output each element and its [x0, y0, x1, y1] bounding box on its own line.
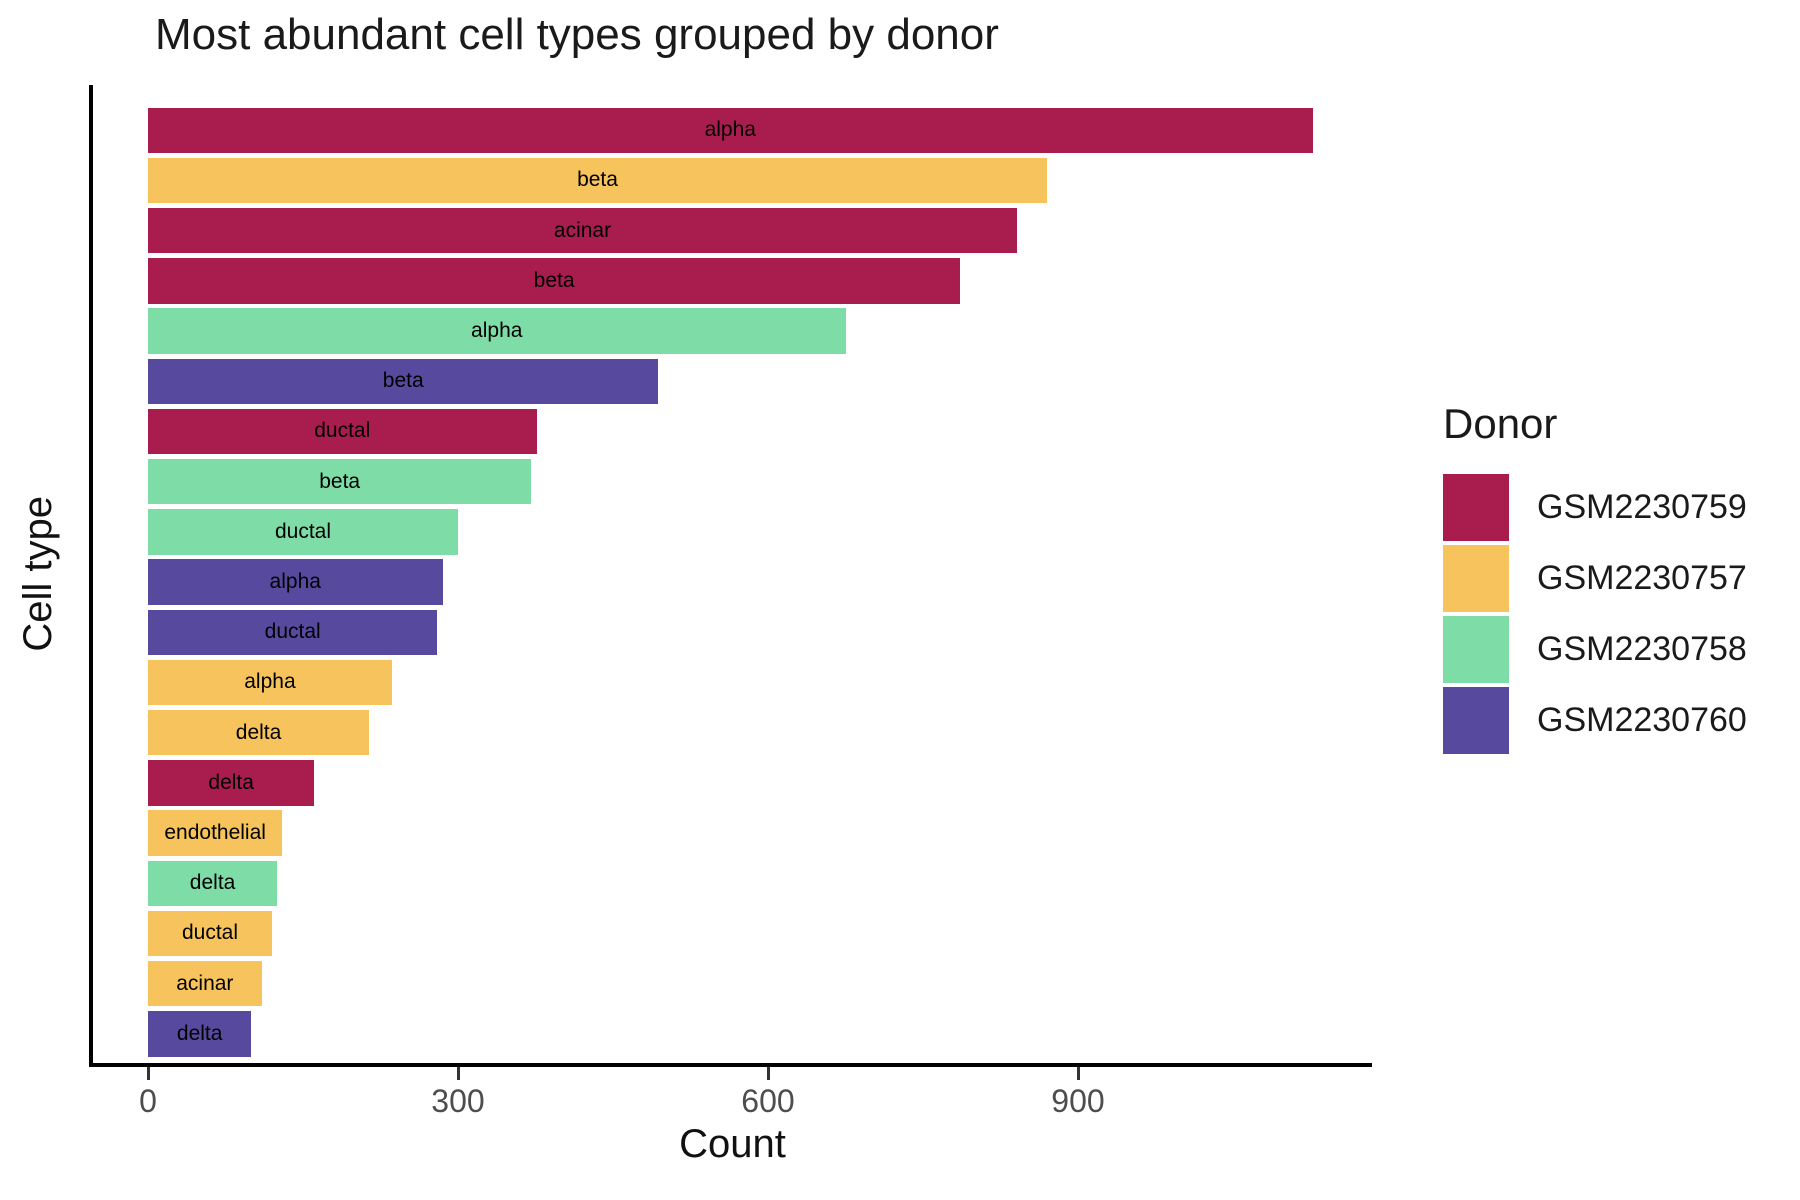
x-tick-label: 600 [741, 1083, 795, 1119]
bar: alpha [148, 559, 443, 605]
legend-title: Donor [1443, 400, 1558, 447]
legend-item: GSM2230757 [1443, 545, 1747, 612]
legend: Donor GSM2230759 GSM2230757 GSM2230758 GSM2… [1443, 400, 1747, 758]
plot-panel: alpha beta acinar beta alpha beta ductal beta du… [89, 85, 1372, 1067]
y-axis-title: Cell type [15, 496, 60, 652]
bar-label: delta [208, 770, 254, 794]
bar: delta [148, 860, 278, 906]
bar-label: endothelial [164, 821, 266, 845]
bar-label: delta [189, 871, 236, 895]
x-tick-label: 0 [139, 1083, 157, 1119]
x-tick-mark [146, 1067, 150, 1080]
bar: beta [148, 458, 532, 505]
y-axis-title-box: Cell type [12, 85, 64, 1063]
bar-label: beta [319, 469, 361, 493]
bar: beta [148, 258, 961, 304]
chart-title: Most abundant cell types grouped by dono… [155, 10, 999, 59]
bar-label: alpha [244, 670, 296, 694]
x-axis-title: Count [679, 1122, 786, 1166]
x-tick-label: 300 [431, 1083, 485, 1119]
bar: beta [148, 157, 1047, 204]
bar-label: ductal [264, 620, 321, 644]
bar: endothelial [148, 810, 283, 856]
bar-label: acinar [176, 971, 234, 995]
bar: delta [148, 709, 370, 756]
x-axis: 0 300 600 900 [93, 1067, 1372, 1137]
legend-item: GSM2230759 [1443, 474, 1747, 541]
bar: alpha [148, 308, 846, 354]
bar-label: beta [533, 268, 575, 292]
legend-items: GSM2230759 GSM2230757 GSM2230758 GSM2230760 [1443, 474, 1747, 754]
legend-swatch [1443, 474, 1509, 541]
bar-label: delta [176, 1021, 223, 1045]
legend-item: GSM2230758 [1443, 616, 1747, 683]
x-tick-mark [456, 1067, 460, 1080]
bar: beta [148, 358, 659, 404]
bar: ductal [148, 910, 272, 957]
bar: acinar [148, 207, 1018, 254]
bar: acinar [148, 960, 262, 1007]
legend-label: GSM2230760 [1537, 701, 1747, 739]
bar-label: acinar [553, 218, 612, 242]
bar-label: beta [577, 168, 618, 192]
bar: alpha [148, 659, 392, 706]
bar: delta [148, 760, 315, 806]
bar: ductal [148, 509, 458, 555]
bar-label: alpha [704, 118, 756, 142]
legend-swatch [1443, 616, 1509, 683]
bar-label: alpha [269, 570, 321, 594]
bar-label: ductal [181, 921, 239, 945]
legend-item: GSM2230760 [1443, 687, 1747, 754]
bar-label: alpha [471, 319, 523, 343]
legend-label: GSM2230759 [1537, 488, 1747, 526]
bar: ductal [148, 609, 438, 655]
legend-swatch [1443, 687, 1509, 754]
x-tick-mark [1076, 1067, 1080, 1080]
legend-label: GSM2230758 [1537, 630, 1747, 668]
legend-label: GSM2230757 [1537, 559, 1747, 597]
bar: alpha [148, 107, 1313, 153]
bar: delta [148, 1011, 252, 1057]
bar-label: beta [382, 369, 424, 393]
bar-label: delta [235, 720, 282, 744]
x-tick-label: 900 [1051, 1083, 1105, 1119]
bar: ductal [148, 408, 537, 455]
bar-label: ductal [314, 419, 371, 443]
legend-swatch [1443, 545, 1509, 612]
x-tick-mark [766, 1067, 770, 1080]
bar-label: ductal [274, 519, 332, 543]
